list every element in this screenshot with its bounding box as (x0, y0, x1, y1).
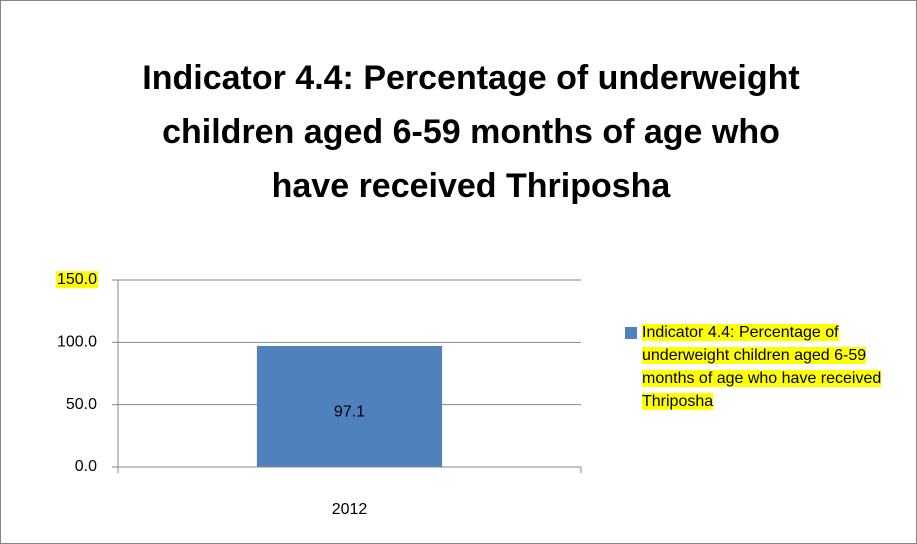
bar (256, 345, 443, 467)
y-tick-label: 50.0 (66, 396, 97, 413)
y-tick-label: 100.0 (57, 334, 97, 351)
chart-title: Indicator 4.4: Percentage of underweight… (142, 59, 800, 205)
legend: Indicator 4.4: Percentage of underweight… (625, 321, 905, 413)
legend-swatch (625, 327, 637, 339)
data-label: 97.1 (334, 404, 365, 421)
y-tick-label: 150.0 (57, 271, 97, 288)
legend-entry: Indicator 4.4: Percentage of underweight… (642, 321, 905, 413)
legend-label: Indicator 4.4: Percentage of underweight… (642, 324, 882, 410)
highlight (55, 271, 99, 289)
x-tick-label: 2012 (332, 501, 368, 518)
y-tick-label: 0.0 (75, 458, 97, 475)
